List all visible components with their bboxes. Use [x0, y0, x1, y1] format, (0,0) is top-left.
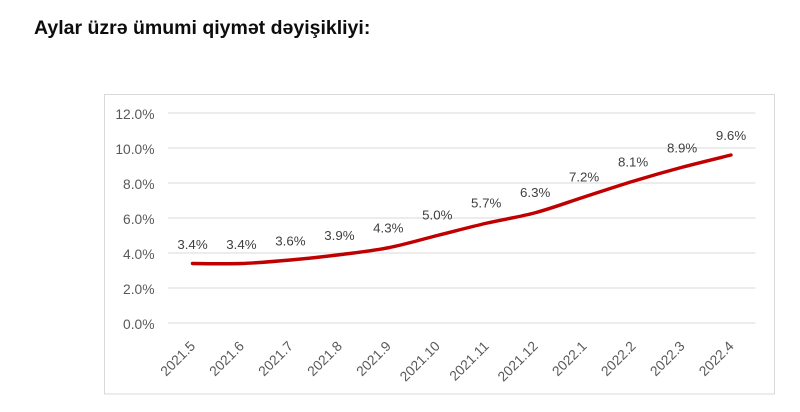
svg-text:6.3%: 6.3%	[520, 185, 550, 200]
svg-text:4.3%: 4.3%	[373, 220, 403, 235]
svg-text:5.0%: 5.0%	[422, 207, 452, 222]
svg-text:8.9%: 8.9%	[667, 140, 697, 155]
svg-text:8.0%: 8.0%	[123, 177, 154, 192]
svg-text:4.0%: 4.0%	[123, 247, 154, 262]
svg-text:10.0%: 10.0%	[115, 142, 154, 157]
svg-text:5.7%: 5.7%	[471, 196, 501, 211]
svg-text:7.2%: 7.2%	[569, 169, 599, 184]
svg-text:3.4%: 3.4%	[226, 237, 256, 252]
svg-text:0.0%: 0.0%	[123, 317, 154, 332]
svg-text:3.9%: 3.9%	[324, 228, 354, 243]
svg-text:3.4%: 3.4%	[177, 237, 207, 252]
svg-text:6.0%: 6.0%	[123, 212, 154, 227]
svg-text:3.6%: 3.6%	[275, 234, 305, 249]
svg-text:8.1%: 8.1%	[618, 154, 648, 169]
svg-text:9.6%: 9.6%	[716, 128, 746, 143]
svg-text:12.0%: 12.0%	[115, 107, 154, 122]
svg-text:2.0%: 2.0%	[123, 282, 154, 297]
